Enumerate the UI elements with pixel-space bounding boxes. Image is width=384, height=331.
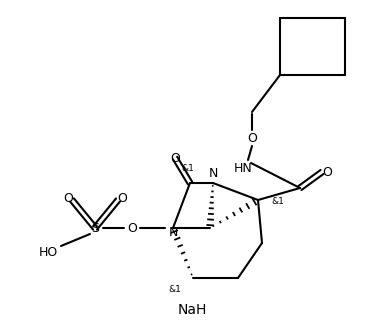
Text: O: O xyxy=(63,192,73,205)
Text: O: O xyxy=(117,192,127,205)
Text: NaH: NaH xyxy=(177,303,207,317)
Text: O: O xyxy=(247,131,257,145)
Text: &1: &1 xyxy=(182,164,194,172)
Text: N: N xyxy=(208,166,218,179)
Text: O: O xyxy=(170,152,180,165)
Text: &1: &1 xyxy=(271,198,285,207)
Text: HN: HN xyxy=(233,162,252,174)
Text: O: O xyxy=(127,221,137,234)
Text: HO: HO xyxy=(39,246,58,259)
Text: O: O xyxy=(322,166,332,178)
Text: N: N xyxy=(168,226,178,240)
Text: &1: &1 xyxy=(169,286,181,295)
Text: S: S xyxy=(91,221,99,234)
